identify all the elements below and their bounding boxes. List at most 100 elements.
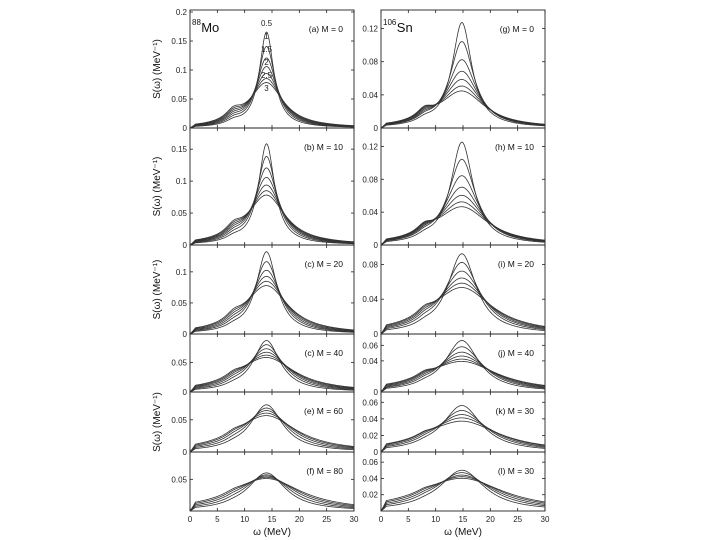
series-line [380,405,546,453]
series-line [189,478,355,512]
x-tick-label: 0 [188,515,193,524]
y-tick-label: 0.06 [362,341,378,350]
y-tick-label: 0.05 [171,209,187,218]
x-tick-label: 20 [295,515,304,524]
series-line [380,410,546,453]
nucleus-symbol: Mo [201,20,219,35]
y-tick-label: 0 [374,330,379,339]
y-tick-label: 0 [183,241,188,250]
series-line [380,346,546,393]
series-line [380,175,546,246]
series-line [380,186,546,246]
y-tick-label: 0 [374,388,379,397]
series-line [189,167,355,246]
series-line [380,469,546,512]
series-line [380,282,546,335]
x-tick-label: 5 [406,515,411,524]
series-line [380,141,546,246]
series-line [189,156,355,246]
series-line [189,472,355,512]
x-tick-label: 30 [350,515,359,524]
series-line [189,194,355,246]
series-line [380,358,546,393]
y-tick-label: 0.08 [362,260,378,269]
series-line [189,73,355,129]
y-tick-label: 0.15 [171,145,187,154]
panel-label: (e) M = 60 [304,406,343,416]
series-line [189,275,355,335]
series-line [189,354,355,393]
series-line [380,351,546,393]
x-tick-label: 25 [513,515,522,524]
y-tick-label: 0.04 [362,91,378,100]
series-line [380,22,546,129]
y-tick-label: 0.1 [176,66,188,75]
y-tick-label: 0.05 [171,416,187,425]
series-line [189,269,355,335]
series-line [189,348,355,393]
panel-frame-1-5 [380,451,546,512]
series-line [189,31,355,129]
y-tick-label: 0.08 [362,175,378,184]
y-tick-label: 0.04 [362,474,378,483]
series-line [189,407,355,453]
series-line [189,410,355,453]
y-tick-label: 0.1 [176,177,188,186]
nucleus-mass: 88 [192,18,201,27]
y-tick-label: 0 [183,330,188,339]
temperature-mark: 1 [264,32,269,41]
series-line [380,270,546,335]
y-axis-label: S(ω) (MeV⁻¹) [152,392,163,452]
series-line [189,57,355,129]
series-line [380,420,546,453]
series-line [189,184,355,246]
y-tick-label: 0.04 [362,357,378,366]
panel-label: (g) M = 0 [500,24,535,34]
series-line [189,340,355,393]
series-line [380,287,546,335]
panel-label: (l) M = 30 [498,466,534,476]
y-tick-label: 0.05 [171,95,187,104]
y-tick-label: 0.12 [362,25,378,34]
y-axis-label: S(ω) (MeV⁻¹) [152,157,163,217]
series-line [380,158,546,246]
series-line [189,475,355,512]
panel-label: (f) M = 80 [306,466,343,476]
x-tick-label: 15 [268,515,277,524]
series-line [380,360,546,393]
series-line [380,414,546,453]
y-tick-label: 0.05 [171,299,187,308]
series-line [189,474,355,512]
panel-frame-1-3 [380,333,546,393]
x-tick-label: 0 [379,515,384,524]
temperature-mark: 0.5 [261,19,273,28]
series-line [189,82,355,129]
series-line [189,476,355,512]
y-tick-label: 0.06 [362,458,378,467]
y-tick-label: 0.04 [362,295,378,304]
series-line [189,404,355,453]
y-tick-label: 0.04 [362,415,378,424]
series-line [189,190,355,246]
nucleus-symbol: Sn [397,20,413,35]
panel-label: (k) M = 30 [496,406,535,416]
series-line [380,90,546,129]
series-line [380,477,546,512]
x-tick-label: 10 [240,515,249,524]
series-line [380,253,546,335]
nucleus-mass: 106 [383,18,397,27]
x-tick-label: 15 [459,515,468,524]
series-line [380,41,546,129]
temperature-mark: 2.5 [261,71,273,80]
series-line [380,262,546,335]
series-line [380,474,546,512]
panel-label: (a) M = 0 [309,24,344,34]
x-tick-label: 5 [215,515,220,524]
y-tick-label: 0.06 [362,398,378,407]
series-line [189,412,355,453]
y-tick-label: 0.02 [362,431,378,440]
y-tick-label: 0.15 [171,37,187,46]
y-tick-label: 0.05 [171,359,187,368]
series-line [189,351,355,393]
